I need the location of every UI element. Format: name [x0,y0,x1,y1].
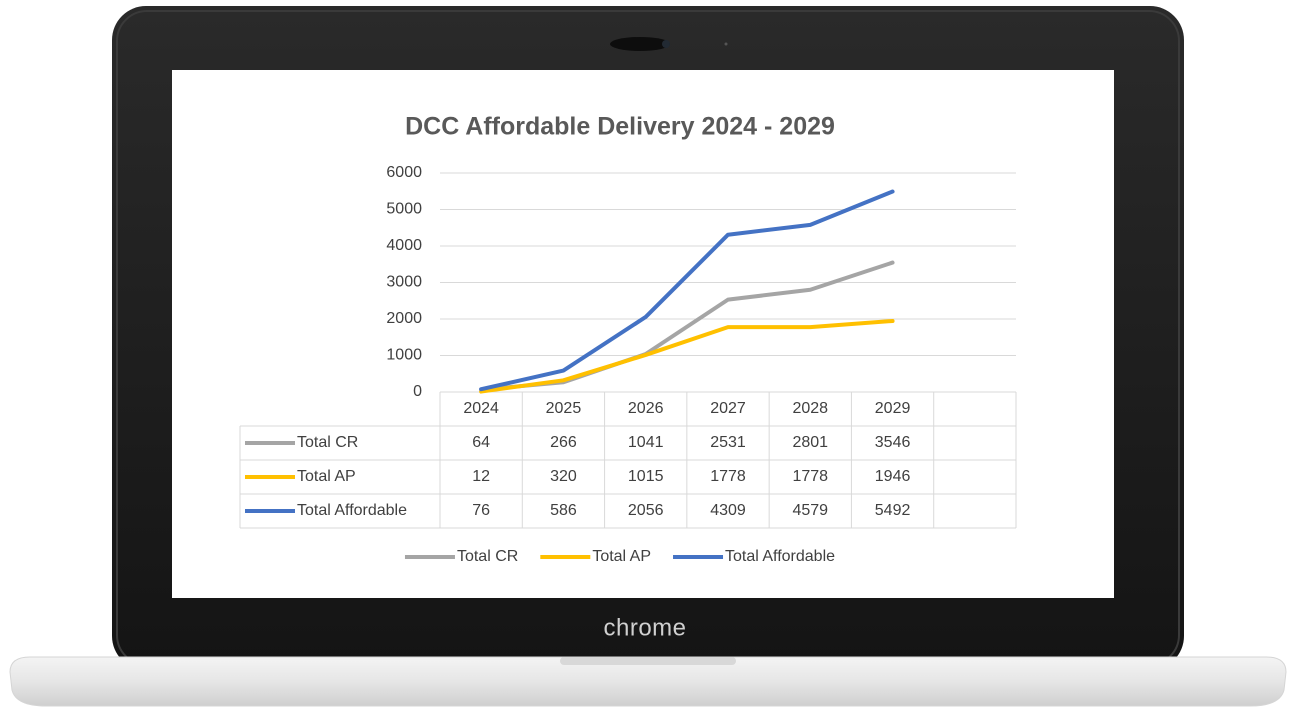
table-value: 1778 [710,468,746,485]
y-tick-label: 4000 [386,237,422,254]
table-series-label: Total Affordable [297,502,407,519]
table-value: 64 [472,434,490,451]
legend-label: Total AP [592,548,651,565]
x-tick-label: 2028 [792,400,828,417]
chart-title: DCC Affordable Delivery 2024 - 2029 [405,113,835,141]
page: {"brand": "chrome", "chart_data": {"type… [0,0,1296,715]
table-value: 1015 [628,468,664,485]
brand-logo: chrome [603,614,686,641]
table-value: 586 [550,502,577,519]
camera [662,40,670,48]
table-value: 4579 [792,502,828,519]
x-tick-label: 2029 [875,400,911,417]
x-tick-label: 2025 [546,400,582,417]
table-value: 3546 [875,434,911,451]
y-tick-label: 5000 [386,201,422,218]
x-tick-label: 2024 [463,400,499,417]
table-value: 76 [472,502,490,519]
table-series-label: Total CR [297,434,358,451]
table-value: 2056 [628,502,664,519]
y-tick-label: 0 [413,383,422,400]
table-value: 4309 [710,502,746,519]
y-tick-label: 6000 [386,164,422,181]
x-tick-label: 2027 [710,400,746,417]
table-series-label: Total AP [297,468,356,485]
table-value: 1946 [875,468,911,485]
hinge-notch [560,657,736,665]
sensor [725,43,728,46]
y-tick-label: 3000 [386,274,422,291]
table-value: 5492 [875,502,911,519]
legend-label: Total Affordable [725,548,835,565]
table-value: 1041 [628,434,664,451]
y-tick-label: 2000 [386,310,422,327]
table-value: 2801 [792,434,828,451]
legend-label: Total CR [457,548,518,565]
table-value: 2531 [710,434,746,451]
table-value: 266 [550,434,577,451]
table-value: 1778 [792,468,828,485]
laptop-screenshot: chrome DCC Affordable Delivery 2024 - 20… [0,0,1296,715]
y-tick-label: 1000 [386,347,422,364]
x-tick-label: 2026 [628,400,664,417]
table-value: 320 [550,468,577,485]
camera-housing [610,37,670,51]
table-value: 12 [472,468,490,485]
